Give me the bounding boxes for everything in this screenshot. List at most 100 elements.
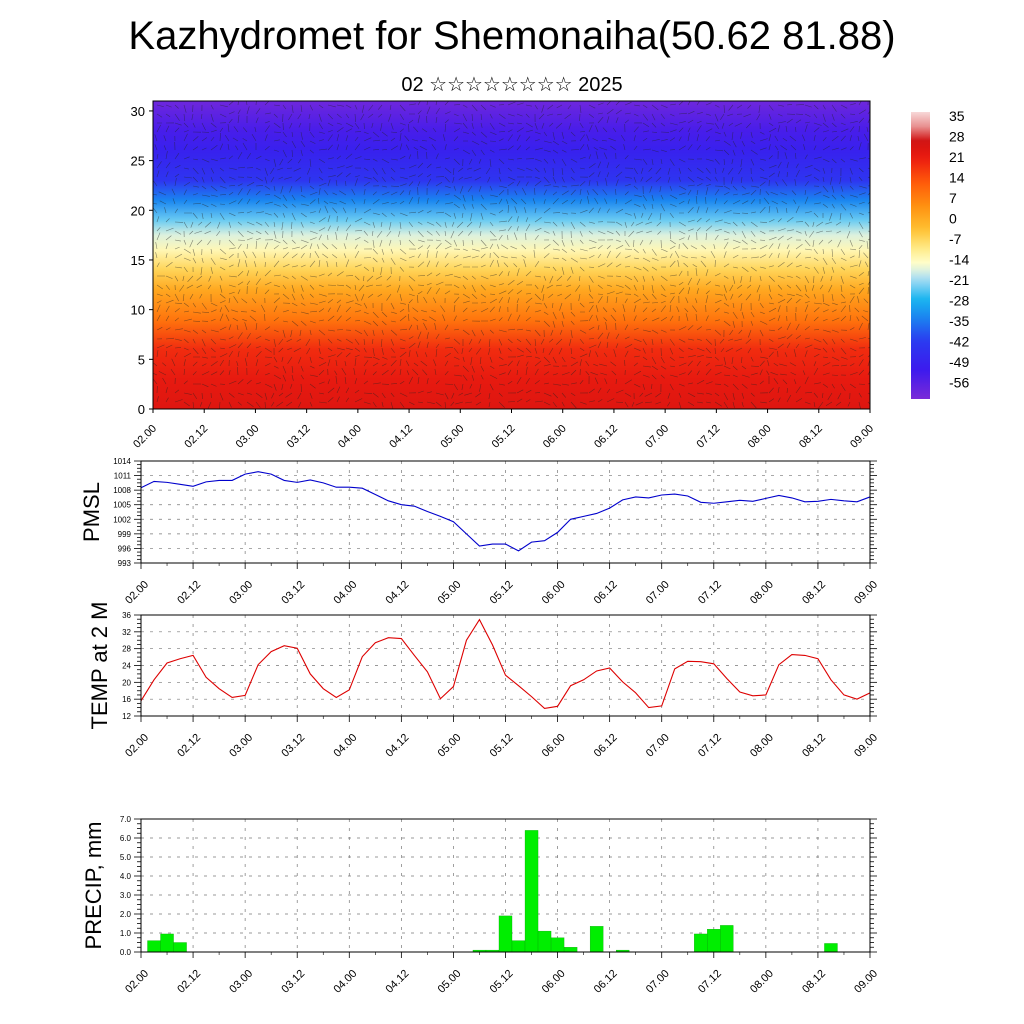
x-tick-label: 07.00: [644, 579, 672, 607]
y-tick-label: 993: [118, 559, 132, 568]
y-tick-label: 5: [138, 352, 145, 367]
x-tick-label: 02.00: [123, 968, 151, 996]
x-tick-label: 06.00: [540, 579, 568, 607]
x-tick-label: 07.12: [695, 423, 723, 451]
colorbar-label: -7: [949, 231, 962, 247]
x-tick-label: 08.00: [748, 732, 776, 760]
x-tick-label: 06.00: [540, 732, 568, 760]
heatmap-field: [153, 101, 870, 409]
precip-bar: [537, 930, 552, 953]
x-tick-label: 04.00: [331, 968, 359, 996]
colorbar-label: -49: [949, 354, 969, 370]
x-tick-label: 07.00: [643, 423, 671, 451]
x-tick-label: 07.12: [696, 968, 724, 996]
x-tick-label: 08.00: [748, 579, 776, 607]
precip-bar: [550, 937, 565, 953]
x-tick-label: 04.00: [331, 732, 359, 760]
x-tick-label: 04.12: [384, 732, 412, 760]
y-tick-label: 4.0: [120, 872, 132, 881]
grid: [140, 614, 871, 717]
x-tick-label: 06.12: [592, 423, 620, 451]
wind-barbs: [153, 101, 870, 409]
colorbar-label: 14: [949, 170, 965, 186]
panel-frame: [140, 460, 871, 564]
wind-barb-path: [153, 101, 870, 409]
x-tick-label: 06.12: [592, 732, 620, 760]
x-tick-label: 09.00: [848, 423, 876, 451]
axis-label: TEMP at 2 M: [87, 602, 112, 730]
x-tick-label: 09.00: [852, 732, 880, 760]
cross-section-panel: 0 5 10 15 20 25 30 02.00 02.12 03.00 03.12 04.00 04.…: [131, 100, 876, 451]
colorbar-label: 7: [949, 190, 957, 206]
x-tick-label: 08.12: [800, 732, 828, 760]
y-tick-label: 6.0: [120, 834, 132, 843]
x-tick-label: 05.00: [436, 579, 464, 607]
y-tick-label: 30: [131, 104, 145, 119]
x-tick-label: 02.12: [175, 968, 203, 996]
axis-label: PMSL: [79, 482, 104, 542]
colorbar-label: -28: [949, 293, 969, 309]
colorbar-label: -42: [949, 334, 969, 350]
colorbar-label: 21: [949, 149, 965, 165]
chart-subtitle: 02 ☆☆☆☆☆☆☆☆ 2025: [401, 74, 623, 96]
x-tick-label: 08.12: [797, 423, 825, 451]
x-tick-label: 03.12: [285, 423, 313, 451]
x-tick-label: 08.00: [748, 968, 776, 996]
colorbar-label: 0: [949, 211, 957, 227]
pmsl-panel: 993 996 999 1002 1005 1008 1011 1014 02.00 02.12 0…: [79, 457, 880, 607]
precip-bar: [694, 933, 708, 953]
precip-bar: [824, 943, 838, 953]
x-tick-label: 03.00: [227, 732, 255, 760]
x-tick-label: 04.00: [336, 423, 364, 451]
chart-title: Kazhydromet for Shemonaiha(50.62 81.88): [128, 14, 896, 58]
y-tick-label: 0.0: [120, 948, 132, 957]
x-tick-label: 07.00: [644, 732, 672, 760]
y-tick-label: 15: [131, 253, 145, 268]
colorbar-label: -21: [949, 272, 969, 288]
axis-label: PRECIP, mm: [81, 822, 106, 950]
x-tick-label: 05.00: [436, 732, 464, 760]
y-tick-label: 1005: [113, 501, 131, 510]
x-tick-label: 05.12: [490, 423, 518, 451]
y-tick-label: 996: [118, 544, 132, 553]
y-tick-label: 32: [122, 628, 131, 637]
precip-bar: [147, 940, 161, 953]
y-tick-label: 7.0: [120, 815, 132, 824]
y-tick-label: 1002: [113, 515, 131, 524]
x-tick-label: 07.00: [644, 968, 672, 996]
precip-bar: [173, 942, 187, 953]
y-tick-label: 16: [122, 695, 131, 704]
x-tick-label: 03.00: [227, 579, 255, 607]
x-tick-label: 02.12: [175, 579, 203, 607]
x-tick-label: 07.12: [696, 579, 724, 607]
series-line: [140, 618, 871, 710]
grid: [140, 460, 871, 564]
colorbar-label: 28: [949, 129, 965, 145]
y-tick-label: 1011: [114, 472, 132, 481]
colorbar: 35 28 21 14 7 0 -7 -14 -21 -28 -35 -42 -49 -56: [911, 108, 969, 399]
x-tick-label: 08.12: [800, 579, 828, 607]
x-tick-label: 07.12: [696, 732, 724, 760]
y-tick-label: 25: [131, 154, 145, 169]
colorbar-label: -14: [949, 252, 969, 268]
x-tick-label: 05.00: [438, 423, 466, 451]
y-tick-label: 1014: [113, 457, 131, 466]
x-tick-label: 04.00: [331, 579, 359, 607]
x-tick-label: 02.00: [123, 732, 151, 760]
y-tick-label: 36: [122, 611, 131, 620]
x-tick-label: 06.12: [592, 968, 620, 996]
x-tick-label: 02.00: [131, 423, 159, 451]
x-tick-label: 05.12: [488, 579, 516, 607]
precip-bar: [498, 915, 513, 953]
x-tick-label: 03.12: [279, 732, 307, 760]
x-tick-label: 02.00: [123, 579, 151, 607]
precip-bar: [524, 830, 539, 953]
y-tick-label: 3.0: [120, 891, 132, 900]
x-tick-label: 05.12: [488, 968, 516, 996]
x-tick-label: 08.12: [800, 968, 828, 996]
x-tick-label: 06.00: [541, 423, 569, 451]
x-tick-label: 05.12: [488, 732, 516, 760]
x-tick-label: 09.00: [852, 968, 880, 996]
y-tick-label: 24: [122, 662, 131, 671]
